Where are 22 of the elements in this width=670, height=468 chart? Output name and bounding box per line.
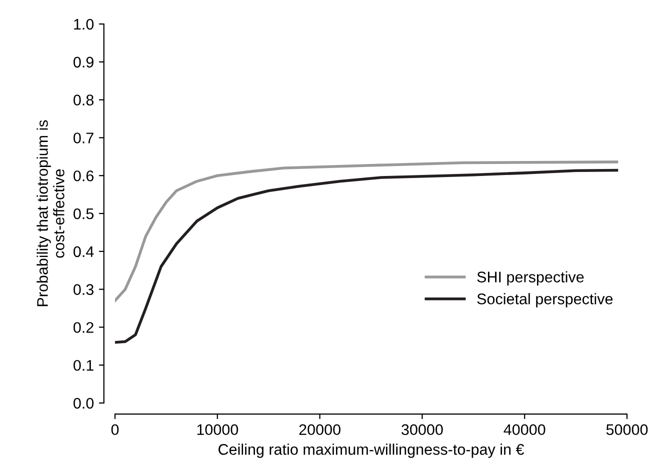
y-tick-label: 0.1 (74, 360, 94, 371)
x-tick-label: 30000 (402, 424, 443, 436)
y-tick-label: 0.8 (74, 94, 94, 106)
x-axis-title: Ceiling ratio maximum-willingness-to-pay in € (218, 444, 524, 458)
y-tick-label: 0.6 (74, 170, 94, 182)
y-tick-label: 0.7 (74, 132, 94, 144)
y-tick-label: 1.0 (74, 18, 94, 30)
legend-label: SHI perspective (477, 271, 584, 286)
y-axis-title: Probability that tiotropium is cost-effective (36, 120, 64, 306)
y-tick-label: 0.3 (74, 284, 94, 295)
y-tick-label: 0.0 (74, 398, 94, 409)
y-tick-label: 0.5 (74, 208, 94, 220)
x-tick-label: 20000 (299, 424, 340, 436)
y-tick-label: 0.4 (74, 246, 94, 258)
y-tick-label: 0.9 (74, 56, 94, 68)
legend-label: Societal perspective (477, 293, 613, 308)
x-tick-label: 50000 (606, 424, 648, 436)
line-series (115, 168, 618, 344)
y-tick-label: 0.2 (74, 322, 94, 333)
x-tick-label: 0 (111, 424, 119, 436)
x-tick-label: 10000 (197, 424, 238, 436)
x-tick-label: 40000 (504, 424, 546, 436)
